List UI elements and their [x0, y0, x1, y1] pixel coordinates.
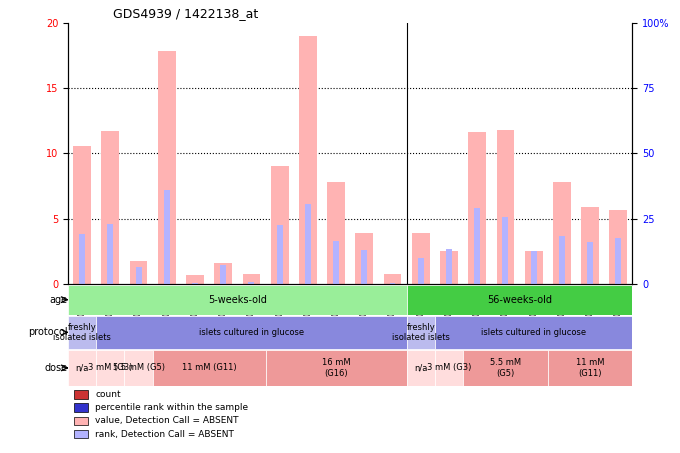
Bar [587, 242, 593, 284]
Bar [73, 390, 88, 399]
FancyBboxPatch shape [407, 350, 435, 386]
Bar [559, 236, 565, 284]
Text: 56-weeks-old: 56-weeks-old [487, 294, 552, 305]
Bar [581, 207, 599, 284]
Text: freshly
isolated islets: freshly isolated islets [53, 323, 111, 342]
FancyBboxPatch shape [68, 316, 97, 349]
FancyBboxPatch shape [68, 285, 407, 314]
Text: 11 mM (G11): 11 mM (G11) [182, 363, 237, 372]
Text: 5.5 mM (G5): 5.5 mM (G5) [113, 363, 165, 372]
Bar [220, 265, 226, 284]
Bar [361, 250, 367, 284]
Text: 11 mM
(G11): 11 mM (G11) [576, 358, 605, 378]
Text: GDS4939 / 1422138_at: GDS4939 / 1422138_at [113, 7, 258, 20]
FancyBboxPatch shape [97, 350, 124, 386]
Text: freshly
isolated islets: freshly isolated islets [392, 323, 449, 342]
Bar [73, 430, 88, 439]
Bar [305, 204, 311, 284]
Text: 5-weeks-old: 5-weeks-old [208, 294, 267, 305]
Text: 3 mM (G3): 3 mM (G3) [88, 363, 133, 372]
Bar [135, 267, 141, 284]
Bar [356, 233, 373, 284]
Text: islets cultured in glucose: islets cultured in glucose [481, 328, 586, 337]
FancyBboxPatch shape [435, 316, 632, 349]
FancyBboxPatch shape [435, 350, 463, 386]
Bar [299, 36, 317, 284]
Bar [271, 166, 288, 284]
Bar [130, 260, 148, 284]
Bar [73, 145, 91, 284]
Bar [440, 251, 458, 284]
FancyBboxPatch shape [407, 285, 632, 314]
Bar [418, 258, 424, 284]
FancyBboxPatch shape [97, 316, 407, 349]
Text: count: count [95, 390, 121, 399]
FancyBboxPatch shape [265, 350, 407, 386]
FancyBboxPatch shape [463, 350, 548, 386]
Text: rank, Detection Call = ABSENT: rank, Detection Call = ABSENT [95, 429, 234, 439]
Text: value, Detection Call = ABSENT: value, Detection Call = ABSENT [95, 416, 239, 425]
Text: age: age [50, 294, 68, 305]
Bar [73, 417, 88, 425]
Bar [192, 283, 198, 284]
Bar [243, 274, 260, 284]
Bar [333, 241, 339, 284]
Bar [474, 208, 480, 284]
Text: dose: dose [45, 363, 68, 373]
Bar [79, 235, 85, 284]
Bar [164, 190, 170, 284]
Bar [525, 251, 543, 284]
FancyBboxPatch shape [152, 350, 265, 386]
Bar [384, 274, 401, 284]
Bar [553, 182, 571, 284]
FancyBboxPatch shape [548, 350, 632, 386]
Text: 16 mM
(G16): 16 mM (G16) [322, 358, 350, 378]
Bar [214, 263, 232, 284]
Bar [277, 225, 283, 284]
Text: 5.5 mM
(G5): 5.5 mM (G5) [490, 358, 521, 378]
FancyBboxPatch shape [407, 316, 435, 349]
Bar [101, 131, 119, 284]
Text: protocol: protocol [29, 328, 68, 337]
Bar [503, 217, 509, 284]
Bar [158, 51, 175, 284]
FancyBboxPatch shape [68, 350, 97, 386]
Bar [327, 182, 345, 284]
Text: 3 mM (G3): 3 mM (G3) [427, 363, 471, 372]
Text: n/a: n/a [414, 363, 428, 372]
Bar [186, 275, 204, 284]
Text: percentile rank within the sample: percentile rank within the sample [95, 403, 248, 412]
Bar [446, 249, 452, 284]
Text: islets cultured in glucose: islets cultured in glucose [199, 328, 304, 337]
Bar [615, 238, 622, 284]
Bar [248, 281, 254, 284]
Bar [412, 233, 430, 284]
Bar [530, 251, 537, 284]
Bar [609, 210, 627, 284]
Bar [390, 283, 396, 284]
Bar [73, 403, 88, 412]
Bar [107, 224, 114, 284]
Bar [496, 130, 514, 284]
Text: n/a: n/a [75, 363, 89, 372]
Bar [469, 132, 486, 284]
FancyBboxPatch shape [124, 350, 152, 386]
